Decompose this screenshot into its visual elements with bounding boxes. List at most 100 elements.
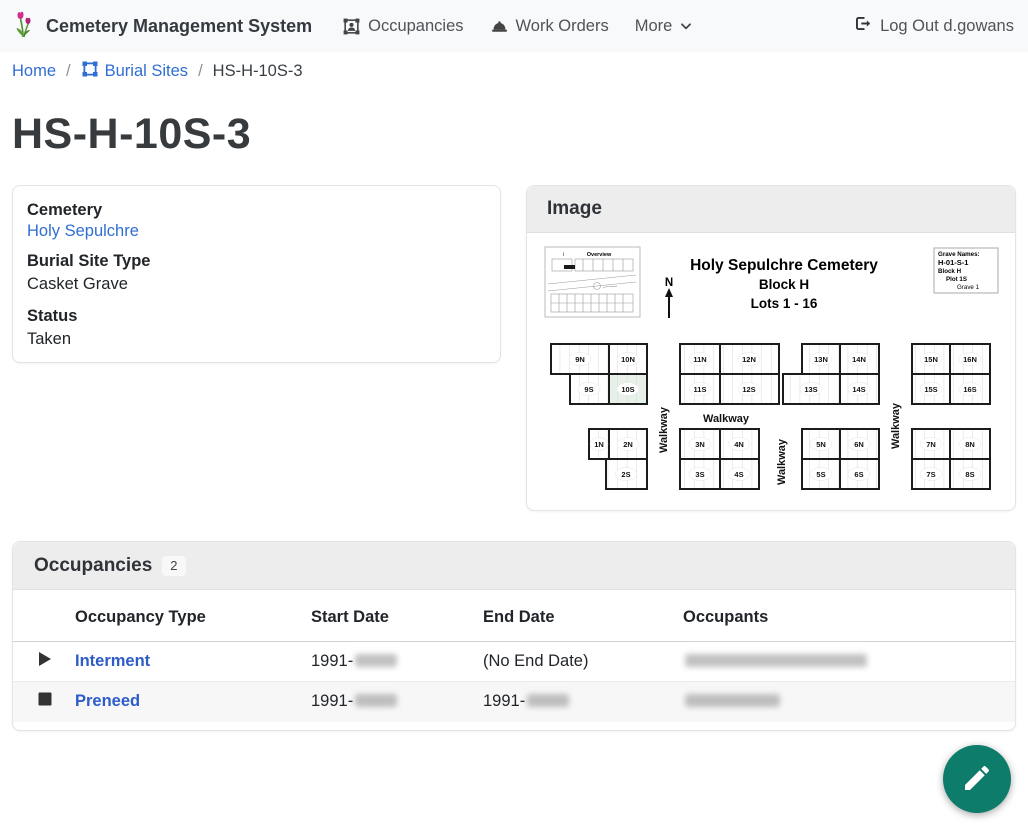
svg-text:4S: 4S xyxy=(734,470,743,479)
svg-text:Walkway: Walkway xyxy=(776,438,788,485)
navbar: Cemetery Management System Occupancies xyxy=(0,0,1028,52)
column-header-type: Occupancy Type xyxy=(75,590,311,642)
svg-text:15S: 15S xyxy=(924,385,937,394)
page-title: HS-H-10S-3 xyxy=(12,110,252,158)
svg-text:Overview: Overview xyxy=(587,252,612,258)
breadcrumb-separator: / xyxy=(66,62,71,80)
svg-text:7S: 7S xyxy=(926,470,935,479)
svg-text:N: N xyxy=(665,277,673,289)
chevron-down-icon xyxy=(679,19,693,33)
svg-text:9S: 9S xyxy=(584,385,593,394)
burial-site-bounds-icon xyxy=(81,60,99,83)
cemetery-link[interactable]: Holy Sepulchre xyxy=(27,222,139,240)
redacted-date xyxy=(355,694,398,708)
column-header-icon xyxy=(13,590,75,642)
svg-text:2S: 2S xyxy=(621,470,630,479)
svg-text:2N: 2N xyxy=(623,440,633,449)
redacted-date xyxy=(527,694,570,708)
status-label: Status xyxy=(27,307,78,325)
breadcrumb-current: HS-H-10S-3 xyxy=(212,62,303,80)
nav-links: Occupancies Work Orders More xyxy=(342,17,693,36)
end-date-prefix: 1991- xyxy=(483,692,526,711)
start-date-prefix: 1991- xyxy=(311,652,354,670)
map-subtitle-block: Block H xyxy=(759,277,809,292)
svg-text:Walkway: Walkway xyxy=(658,406,670,453)
svg-text:8N: 8N xyxy=(965,440,975,449)
svg-text:11S: 11S xyxy=(694,385,707,394)
north-arrow: N xyxy=(665,277,673,318)
svg-text:9N: 9N xyxy=(575,355,585,364)
svg-text:Walkway: Walkway xyxy=(890,402,902,449)
burial-site-details-card: Cemetery Holy Sepulchre Burial Site Type… xyxy=(12,185,501,363)
svg-text:12N: 12N xyxy=(742,355,756,364)
occupancies-table: Occupancy Type Start Date End Date Occup… xyxy=(13,590,1015,722)
svg-text:1N: 1N xyxy=(594,440,604,449)
occupancies-title: Occupancies xyxy=(34,554,153,576)
svg-text:16N: 16N xyxy=(963,355,977,364)
svg-text:13N: 13N xyxy=(814,355,828,364)
nav-label: More xyxy=(634,16,673,35)
plot-grid xyxy=(550,343,991,490)
breadcrumb-home[interactable]: Home xyxy=(12,62,57,80)
logout-label: Log Out d.gowans xyxy=(880,16,1014,35)
map-subtitle-lots: Lots 1 - 16 xyxy=(751,296,818,311)
app-title: Cemetery Management System xyxy=(46,15,313,36)
svg-text:10S: 10S xyxy=(621,385,634,394)
svg-text:16S: 16S xyxy=(963,385,976,394)
hard-hat-icon xyxy=(490,17,509,36)
image-card: Image Overview i xyxy=(526,185,1016,511)
cemetery-map-image: Overview i N Holy S xyxy=(527,233,1015,503)
svg-text:7N: 7N xyxy=(926,440,936,449)
svg-text:10N: 10N xyxy=(621,355,635,364)
column-header-start: Start Date xyxy=(311,590,483,642)
breadcrumb-burial-sites[interactable]: Burial Sites xyxy=(81,60,188,83)
nav-item-occupancies[interactable]: Occupancies xyxy=(342,16,464,36)
burial-site-type-value: Casket Grave xyxy=(27,275,128,293)
edit-button[interactable] xyxy=(943,745,1011,813)
svg-text:8S: 8S xyxy=(965,470,974,479)
start-date-prefix: 1991- xyxy=(311,692,354,711)
occupancy-type-link[interactable]: Interment xyxy=(75,652,151,670)
svg-text:3N: 3N xyxy=(695,440,705,449)
svg-text:H-01-S-1: H-01-S-1 xyxy=(938,258,968,267)
svg-text:6S: 6S xyxy=(854,470,863,479)
breadcrumb: Home / Burial Sites / HS-H-10S-3 xyxy=(12,60,303,83)
tulip-logo-icon xyxy=(14,9,38,44)
column-header-occupants: Occupants xyxy=(683,590,1015,642)
image-card-title: Image xyxy=(547,198,602,219)
logout-link[interactable]: Log Out d.gowans xyxy=(853,14,1014,38)
nav-label: Occupancies xyxy=(368,16,464,35)
svg-text:6N: 6N xyxy=(854,440,864,449)
svg-text:3S: 3S xyxy=(695,470,704,479)
redacted-occupants xyxy=(685,654,867,667)
svg-text:13S: 13S xyxy=(804,385,817,394)
svg-text:Block H: Block H xyxy=(938,268,962,275)
occupancy-type-link[interactable]: Preneed xyxy=(75,692,141,711)
breadcrumb-separator: / xyxy=(198,62,203,80)
walkway-labels: Walkway Walkway Walkway Walkway xyxy=(658,402,902,485)
svg-text:Grave 1: Grave 1 xyxy=(957,284,980,291)
logout-icon xyxy=(853,14,872,38)
svg-text:14S: 14S xyxy=(852,385,865,394)
image-card-header: Image xyxy=(527,186,1015,233)
pencil-icon xyxy=(961,762,993,797)
occupancies-card: Occupancies 2 Occupancy Type Start Date … xyxy=(12,541,1016,731)
svg-text:Plot 1S: Plot 1S xyxy=(946,276,967,283)
table-row-interment: Interment 1991- (No End Date) xyxy=(13,641,1015,682)
svg-text:14N: 14N xyxy=(852,355,866,364)
svg-text:5S: 5S xyxy=(816,470,825,479)
brand-link[interactable]: Cemetery Management System xyxy=(14,9,312,44)
svg-text:Walkway: Walkway xyxy=(703,413,750,425)
nav-item-work-orders[interactable]: Work Orders xyxy=(490,17,609,36)
nav-item-more[interactable]: More xyxy=(635,17,694,36)
map-title: Holy Sepulchre Cemetery xyxy=(690,257,878,274)
status-value: Taken xyxy=(27,330,72,348)
redacted-date xyxy=(355,654,398,667)
occupant-frame-icon xyxy=(342,17,361,36)
breadcrumb-label: Burial Sites xyxy=(104,62,189,80)
svg-text:Grave Names:: Grave Names: xyxy=(938,251,980,258)
plot-labels: 9N 10N 9S 10S 11N 12N 11S 12S 13N 14N 13… xyxy=(575,355,977,479)
svg-text:i: i xyxy=(563,252,564,258)
occupancies-card-header: Occupancies 2 xyxy=(13,542,1015,590)
plot-label-ovals xyxy=(568,352,982,481)
